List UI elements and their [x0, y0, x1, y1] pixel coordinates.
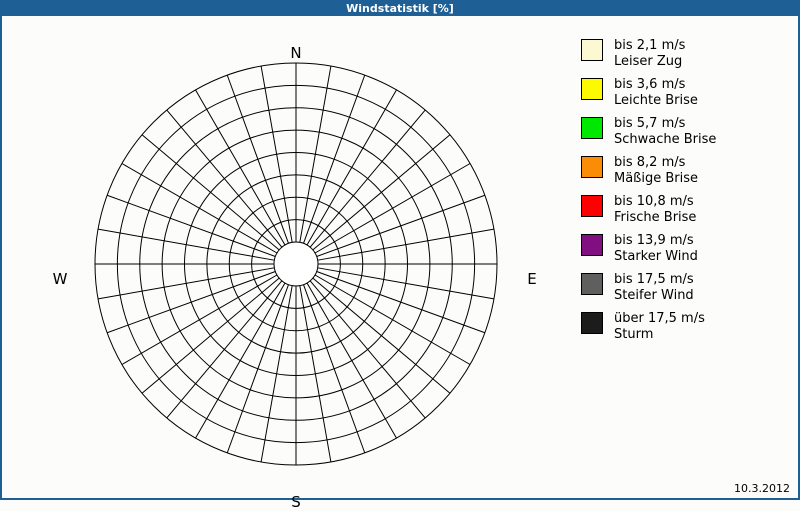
compass-label-south: S [291, 493, 301, 511]
legend-beaufort-name: Schwache Brise [614, 132, 717, 147]
legend-color-swatch [581, 195, 603, 217]
wind-rose-spoke [299, 65, 332, 243]
legend-color-swatch [581, 234, 603, 256]
window-title-bar: Windstatistik [%] [0, 0, 800, 16]
wind-rose-spoke [299, 285, 332, 463]
legend-item[interactable]: bis 10,8 m/s Frische Brise [581, 194, 796, 226]
legend-color-swatch [581, 156, 603, 178]
wind-rose-spoke [260, 285, 293, 463]
wind-rose-chart: N S W E [2, 16, 572, 511]
legend-color-swatch [581, 78, 603, 100]
legend-item[interactable]: bis 3,6 m/s Leichte Brise [581, 77, 796, 109]
compass-label-east: E [527, 270, 537, 288]
wind-rose-spoke [226, 74, 289, 244]
legend-label: bis 3,6 m/s Leichte Brise [614, 77, 698, 109]
compass-label-west: W [52, 270, 68, 288]
wind-rose-spoke [121, 163, 278, 254]
wind-rose-spoke [303, 74, 366, 244]
legend-speed-range: bis 2,1 m/s [614, 38, 686, 53]
wind-rose-center-hub [273, 241, 319, 287]
wind-rose-spoke [260, 65, 293, 243]
wind-rose-spoke [312, 277, 451, 394]
page-title: Windstatistik [%] [346, 1, 454, 15]
legend-speed-range: bis 3,6 m/s [614, 77, 686, 92]
wind-rose-spoke [316, 271, 486, 334]
legend-beaufort-name: Leichte Brise [614, 93, 698, 108]
wind-rose-spoke [141, 277, 280, 394]
wind-rose-spoke [97, 228, 275, 261]
wind-rose-spoke [309, 109, 426, 248]
legend-item[interactable]: bis 8,2 m/s Mäßige Brise [581, 155, 796, 187]
legend-speed-range: bis 10,8 m/s [614, 194, 694, 209]
wind-rose-spoke [314, 274, 471, 365]
legend-item[interactable]: über 17,5 m/s Sturm [581, 311, 796, 343]
wind-rose-spoke [166, 280, 283, 419]
wind-rose-spoke [121, 274, 278, 365]
legend-item[interactable]: bis 17,5 m/s Steifer Wind [581, 272, 796, 304]
legend-speed-range: bis 13,9 m/s [614, 233, 694, 248]
legend-item[interactable]: bis 5,7 m/s Schwache Brise [581, 116, 796, 148]
legend-color-swatch [581, 117, 603, 139]
wind-rose-spoke [306, 282, 397, 439]
wind-rose-spoke [226, 284, 289, 454]
legend-label: bis 8,2 m/s Mäßige Brise [614, 155, 698, 187]
legend-speed-range: über 17,5 m/s [614, 311, 705, 326]
legend-label: über 17,5 m/s Sturm [614, 311, 705, 343]
wind-rose-spoke [97, 267, 275, 300]
legend-beaufort-name: Leiser Zug [614, 54, 683, 69]
wind-rose-spoke [317, 228, 495, 261]
legend-speed-range: bis 17,5 m/s [614, 272, 694, 287]
legend-label: bis 10,8 m/s Frische Brise [614, 194, 696, 226]
wind-rose-spoke [141, 134, 280, 251]
wind-rose-spoke [166, 109, 283, 248]
legend-beaufort-name: Steifer Wind [614, 288, 694, 303]
legend-color-swatch [581, 39, 603, 61]
wind-rose-spoke [195, 282, 286, 439]
wind-rose-spoke [106, 194, 276, 257]
legend-color-swatch [581, 312, 603, 334]
wind-rose-spoke [316, 194, 486, 257]
wind-rose-spoke [195, 89, 286, 246]
legend-label: bis 2,1 m/s Leiser Zug [614, 38, 685, 70]
wind-rose-spoke [303, 284, 366, 454]
legend-item[interactable]: bis 2,1 m/s Leiser Zug [581, 38, 796, 70]
legend-label: bis 17,5 m/s Steifer Wind [614, 272, 694, 304]
wind-rose-spoke [314, 163, 471, 254]
wind-rose-spoke [306, 89, 397, 246]
legend-beaufort-name: Frische Brise [614, 210, 697, 225]
wind-rose-spoke [106, 271, 276, 334]
wind-rose-spoke [312, 134, 451, 251]
legend-beaufort-name: Mäßige Brise [614, 171, 699, 186]
date-stamp: 10.3.2012 [734, 482, 790, 495]
legend-item[interactable]: bis 13,9 m/s Starker Wind [581, 233, 796, 265]
wind-rose-grid [94, 62, 498, 466]
wind-rose-spoke [317, 267, 495, 300]
legend-speed-range: bis 8,2 m/s [614, 155, 686, 170]
legend-color-swatch [581, 273, 603, 295]
legend-speed-range: bis 5,7 m/s [614, 116, 686, 131]
wind-rose-spoke [309, 280, 426, 419]
legend: bis 2,1 m/s Leiser Zug bis 3,6 m/s Leichte … [581, 38, 796, 350]
legend-beaufort-name: Sturm [614, 327, 654, 342]
legend-label: bis 5,7 m/s Schwache Brise [614, 116, 716, 148]
legend-beaufort-name: Starker Wind [614, 249, 698, 264]
compass-label-north: N [290, 44, 302, 62]
legend-label: bis 13,9 m/s Starker Wind [614, 233, 698, 265]
